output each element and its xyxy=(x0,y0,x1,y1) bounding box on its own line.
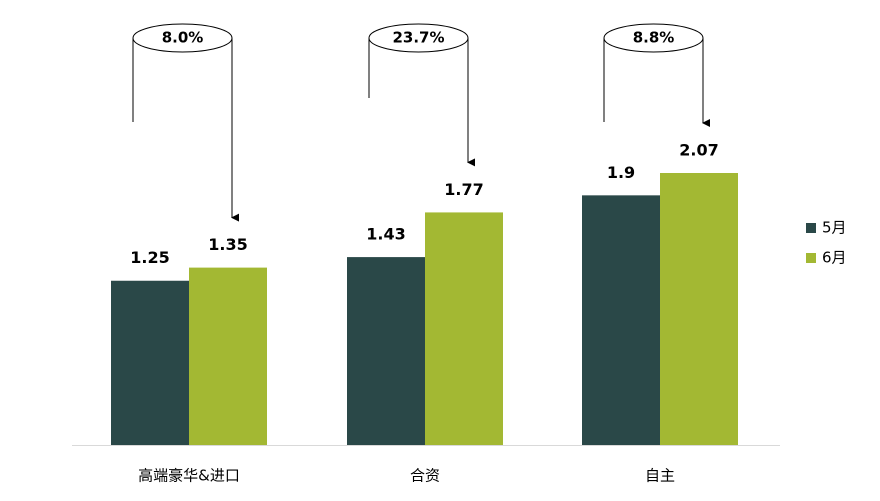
bar xyxy=(347,257,425,445)
bar xyxy=(660,173,738,445)
x-tick-label: 合资 xyxy=(410,467,440,485)
value-label: 1.77 xyxy=(444,180,483,199)
bar xyxy=(189,267,267,445)
legend-swatch xyxy=(806,253,816,263)
bar xyxy=(582,195,660,445)
legend-label: 6月 xyxy=(822,249,847,267)
annotation-label: 8.8% xyxy=(633,29,675,47)
value-label: 1.25 xyxy=(130,248,169,267)
value-label: 1.43 xyxy=(366,225,405,244)
value-label: 1.9 xyxy=(607,163,635,182)
annotation-label: 23.7% xyxy=(392,29,444,47)
x-tick-label: 自主 xyxy=(645,467,675,485)
x-tick-label: 高端豪华&进口 xyxy=(138,467,240,485)
annotation-label: 8.0% xyxy=(162,29,204,47)
value-label: 1.35 xyxy=(208,235,247,254)
value-label: 2.07 xyxy=(679,141,718,160)
bar xyxy=(111,280,189,445)
legend-label: 5月 xyxy=(822,219,847,237)
bar xyxy=(425,212,503,445)
legend-swatch xyxy=(806,223,816,233)
